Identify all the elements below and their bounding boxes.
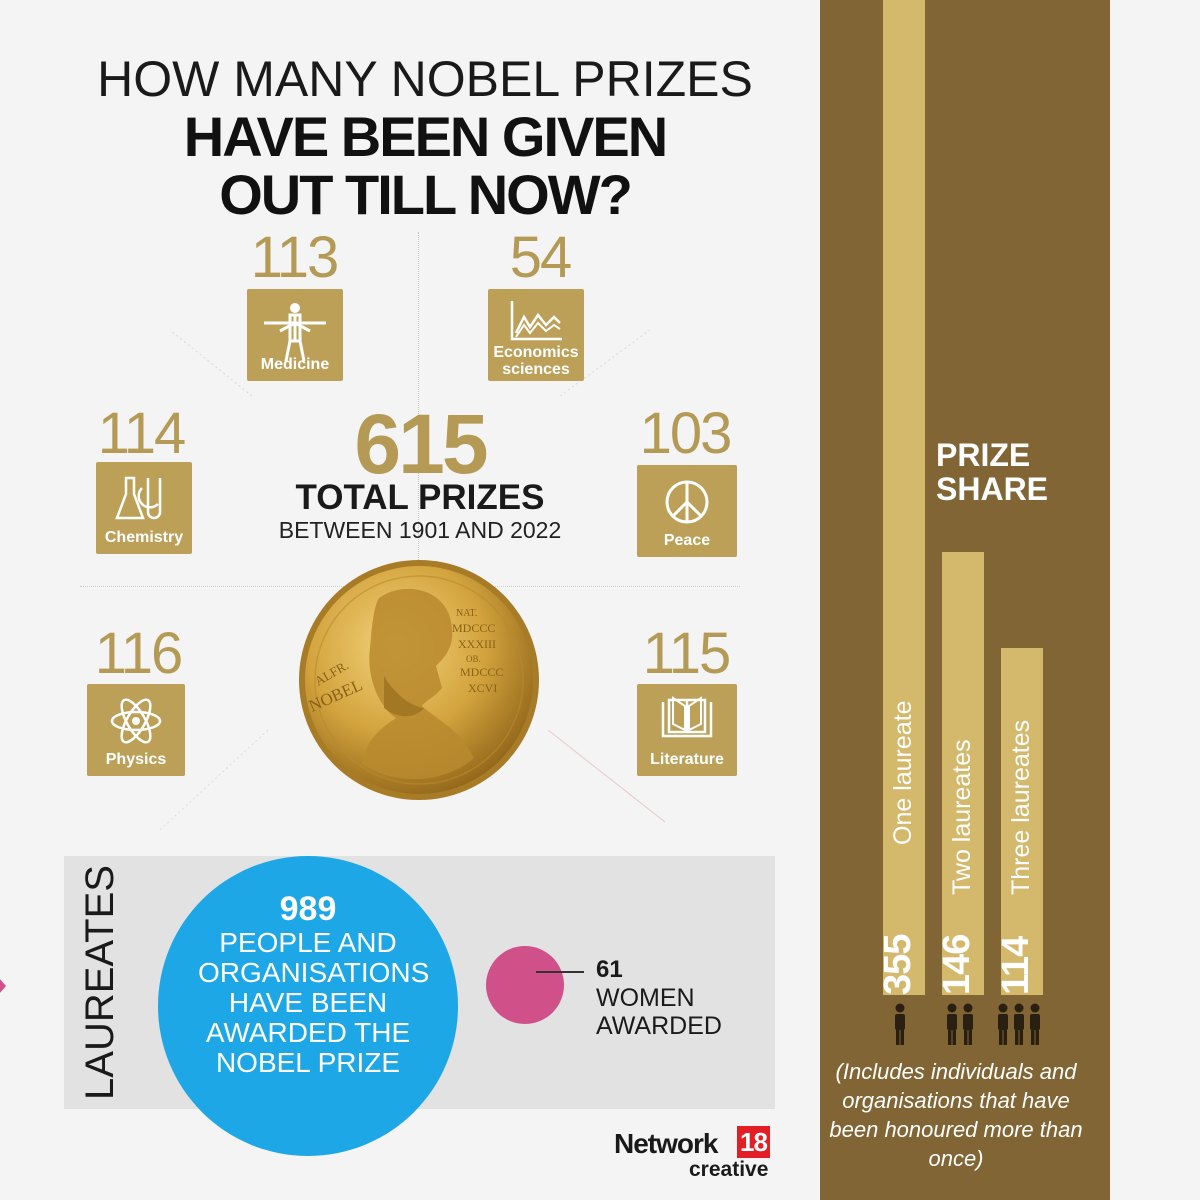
peace-box: Peace [637,465,737,557]
prize-share-heading-line2: SHARE [936,471,1049,507]
laureates-heading-wrap: LAUREATES [70,856,130,1109]
bar-three-count: 114 [995,936,1037,995]
title-line-2: HAVE BEEN GIVEN [183,105,668,168]
peace-icon [665,480,709,524]
literature-label: Literature [650,751,724,768]
prize-share-heading-line1: PRIZE [936,437,1031,473]
women-count: 61 [596,956,623,983]
svg-text:MDCCC: MDCCC [460,665,503,679]
title-line-3: OUT TILL NOW? [219,163,633,226]
svg-text:MDCCC: MDCCC [452,621,495,635]
diagonal-dividers [159,329,666,831]
peace-label: Peace [663,532,711,549]
economics-count: 54 [509,225,573,290]
medicine-box: Medicine [247,289,343,381]
economics-box: Economics sciences [488,289,584,381]
women-label: WOMEN AWARDED [596,984,722,1040]
bar-two-labels: Two laureates 146 [936,700,984,995]
physics-count: 116 [94,621,183,686]
svg-text:XXXIII: XXXIII [458,637,496,651]
bar-one-label: One laureate [889,700,917,845]
pink-edge-mark [0,970,6,1002]
laureates-description: PEOPLE AND ORGANISATIONS HAVE BEEN AWARD… [198,927,430,1078]
person-icon [963,1003,973,1045]
flask-icon [115,476,162,520]
literature-count: 115 [642,621,731,686]
book-icon [661,696,713,738]
bar-one-labels: One laureate 355 [877,700,925,995]
prize-share-footnote: (Includes individuals and organisations … [829,1059,1083,1171]
bar-two-laureates [942,552,984,995]
literature-box: Literature [637,684,737,776]
medicine-count: 113 [250,225,339,290]
svg-text:XCVI: XCVI [468,681,497,695]
chemistry-box: Chemistry [96,462,192,554]
person-icon [895,1003,905,1045]
person-icon [1030,1003,1040,1045]
total-prizes-number: 615 [354,397,488,491]
medicine-label: Medicine [260,356,330,373]
women-pointer-line [536,971,584,973]
chemistry-label: Chemistry [104,529,184,546]
bar-two-label: Two laureates [948,739,976,895]
people-icons [895,1003,1040,1045]
chemistry-count: 114 [97,401,186,466]
nobel-medal-image: ALFR. NOBEL NAT. MDCCC XXXIII OB. MDCCC … [299,560,539,800]
svg-text:NAT.: NAT. [456,608,477,619]
physics-box: Physics [87,684,185,776]
person-icon [1014,1003,1024,1045]
atom-icon [110,698,162,744]
total-prizes-label: TOTAL PRIZES [295,478,545,517]
logo-network-text: Network [614,1128,718,1159]
person-icon [998,1003,1008,1045]
laureates-heading: LAUREATES [77,865,122,1100]
title-line-1: HOW MANY NOBEL PRIZES [97,51,753,107]
women-dot [486,946,564,1024]
human-figure-icon [264,303,326,361]
peace-count: 103 [639,401,733,466]
logo-18-badge: 18 [737,1126,770,1158]
total-prizes-subtitle: BETWEEN 1901 AND 2022 [278,517,562,543]
svg-text:OB.: OB. [466,654,481,664]
bar-three-labels: Three laureates 114 [995,700,1043,995]
bar-one-laureate [883,0,925,995]
person-icon [947,1003,957,1045]
bar-two-count: 146 [936,934,978,995]
physics-label: Physics [105,751,167,768]
laureates-count: 989 [279,890,337,928]
economics-label: Economics sciences [493,344,579,378]
prize-share-heading: PRIZE SHARE [936,438,1076,506]
nobel-medal: ALFR. NOBEL NAT. MDCCC XXXIII OB. MDCCC … [284,558,554,803]
logo-creative-text: creative [689,1158,769,1181]
vertical-divider [418,232,419,572]
bar-three-laureates [1001,648,1043,995]
bar-three-label: Three laureates [1007,719,1035,895]
bar-one-count: 355 [877,934,919,995]
line-chart-icon [510,301,562,341]
laureates-circle: 989 PEOPLE AND ORGANISATIONS HAVE BEEN A… [158,856,458,1156]
